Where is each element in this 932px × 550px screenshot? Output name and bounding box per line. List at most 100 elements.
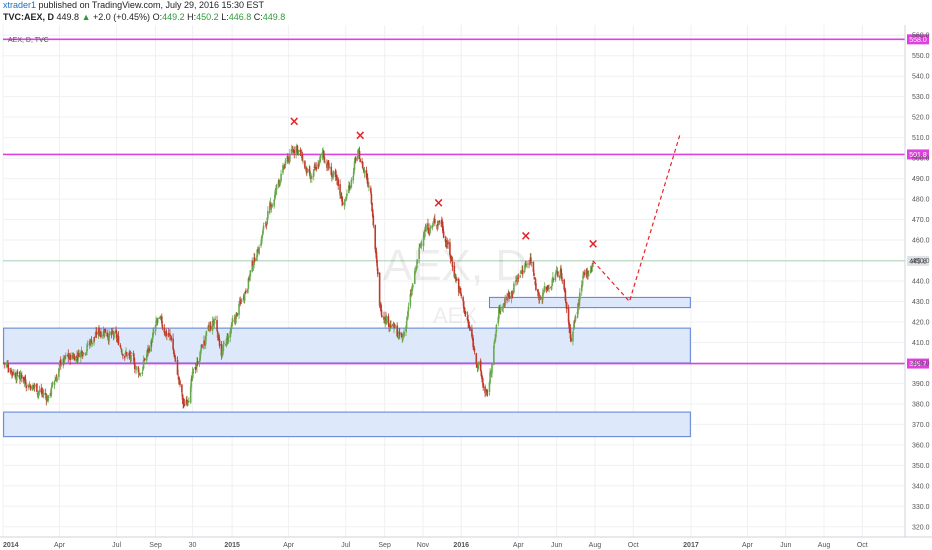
candle-up — [512, 291, 515, 295]
candle-down — [182, 402, 185, 404]
high-value: 450.2 — [196, 12, 219, 22]
candle-down — [486, 389, 488, 393]
candle-up — [332, 172, 334, 178]
candle-down — [388, 323, 390, 328]
candle-down — [339, 184, 341, 195]
candle-down — [473, 347, 476, 352]
candle-up — [493, 345, 495, 365]
y-tick-label: 350.0 — [912, 463, 930, 470]
candle-up — [256, 249, 259, 258]
candle-up — [295, 146, 297, 156]
candle-down — [451, 261, 454, 267]
candle-up — [207, 325, 210, 330]
candle-up — [394, 325, 397, 327]
candle-up — [297, 150, 300, 153]
candle-up — [493, 340, 496, 344]
candle-down — [441, 221, 444, 228]
candle-down — [376, 259, 378, 267]
candle-up — [273, 199, 275, 207]
candle-down — [428, 233, 431, 235]
candle-up — [405, 321, 408, 328]
y-tick-label: 540.0 — [912, 74, 930, 81]
candle-up — [309, 176, 312, 178]
candle-up — [103, 330, 106, 337]
candle-up — [238, 302, 241, 304]
candle-down — [476, 364, 478, 366]
candle-up — [403, 331, 405, 337]
publish-info: published on TradingView.com, July 29, 2… — [36, 0, 265, 10]
candle-down — [380, 303, 382, 311]
candle-down — [587, 270, 589, 276]
candle-up — [589, 270, 592, 274]
candle-up — [211, 321, 214, 331]
candle-down — [447, 241, 449, 245]
x-tick-label: 2014 — [3, 542, 19, 549]
candle-up — [318, 160, 321, 166]
candle-down — [218, 339, 221, 346]
candle-up — [63, 356, 66, 362]
candle-up — [357, 151, 360, 153]
candle-up — [270, 207, 273, 209]
candle-up — [58, 363, 61, 367]
candle-down — [371, 209, 374, 217]
candle-down — [183, 403, 186, 407]
candle-up — [446, 241, 449, 247]
candle-up — [266, 217, 269, 225]
candle-up — [554, 274, 557, 281]
candle-up — [187, 400, 190, 403]
candle-down — [156, 320, 159, 322]
candle-up — [14, 373, 16, 376]
candle-up — [265, 222, 267, 224]
level-price-tag — [907, 149, 929, 160]
candle-up — [231, 319, 234, 322]
candle-up — [436, 224, 439, 228]
candle-up — [498, 308, 500, 319]
candle-down — [508, 291, 510, 298]
candle-up — [155, 320, 157, 326]
candle-down — [536, 289, 539, 292]
candle-up — [279, 182, 282, 184]
candle-up — [302, 161, 304, 162]
candle-down — [16, 371, 19, 374]
candle-up — [324, 161, 326, 163]
watermark: AEX, D AEX — [383, 241, 527, 328]
candle-up — [196, 362, 198, 368]
candle-down — [334, 170, 337, 178]
x-tick-label: Nov — [417, 542, 430, 549]
candle-up — [113, 332, 115, 338]
candle-up — [189, 386, 192, 403]
candle-up — [271, 205, 274, 207]
candle-up — [240, 298, 243, 303]
y-tick-label: 400.0 — [912, 360, 930, 367]
candle-down — [532, 261, 535, 272]
candle-up — [273, 194, 276, 200]
candle-up — [154, 325, 157, 332]
candle-down — [161, 325, 164, 328]
candle-down — [3, 362, 6, 365]
candle-down — [236, 313, 238, 316]
candle-up — [420, 244, 423, 245]
candle-up — [251, 260, 253, 272]
candle-down — [358, 150, 361, 159]
candle-up — [58, 368, 60, 377]
candle-up — [10, 372, 13, 375]
candle-down — [132, 354, 135, 356]
candle-down — [371, 202, 373, 212]
author-link[interactable]: xtrader1 — [3, 0, 37, 10]
candle-down — [467, 323, 470, 326]
candle-down — [25, 385, 28, 388]
candle-up — [574, 315, 577, 321]
candle-up — [86, 344, 89, 346]
candle-down — [460, 293, 463, 297]
price-chart[interactable]: 558.0 501.8 399.7 449.8 AEX, D AEX × × × × × 32… — [0, 25, 932, 550]
candle-up — [85, 351, 88, 353]
candle-down — [466, 316, 469, 320]
candle-down — [442, 225, 444, 233]
candle-up — [350, 179, 353, 188]
candle-down — [21, 374, 23, 379]
candle-up — [126, 354, 129, 356]
candle-up — [497, 317, 500, 324]
candle-up — [49, 394, 51, 396]
candle-up — [510, 291, 513, 299]
candle-up — [577, 304, 579, 314]
